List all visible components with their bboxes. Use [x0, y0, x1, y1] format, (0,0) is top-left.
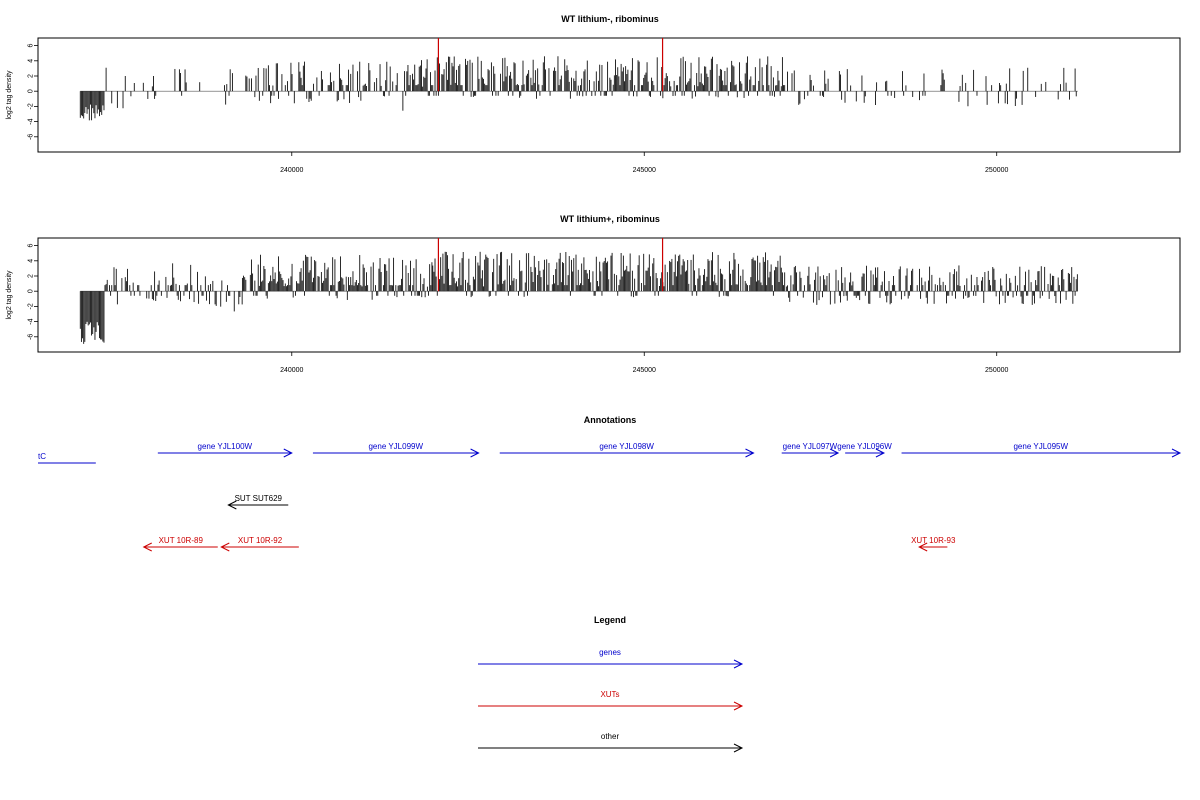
track-panel-lithium-plus: WT lithium+, ribominus -6 -4 -2 0 2 4 6 log2 tag…	[6, 214, 1181, 374]
x-tick-label: 245000	[633, 367, 656, 374]
feature-label: gene YJL095W	[1013, 442, 1068, 451]
legend-label: XUTs	[600, 690, 619, 699]
y-tick-label: 2	[28, 74, 35, 78]
x-tick-label: 245000	[633, 167, 656, 174]
x-tick-label: 250000	[985, 167, 1008, 174]
feature-label: gene YJL099W	[368, 442, 423, 451]
annotations-title: Annotations	[584, 415, 637, 425]
x-tick-label: 240000	[280, 367, 303, 374]
feature-label: gene YJL100W	[198, 442, 253, 451]
feature-label: gene YJL097W	[783, 442, 838, 451]
feature-arrowhead	[283, 448, 293, 458]
legend-label: other	[601, 732, 620, 741]
feature-arrowhead	[829, 448, 840, 458]
feature-arrowhead	[220, 542, 230, 552]
y-tick-label: 6	[28, 244, 35, 248]
plot-frame	[37, 37, 1181, 153]
plot-frame	[37, 237, 1181, 353]
y-tick-label: 0	[28, 289, 35, 293]
y-tick-label: -2	[28, 303, 35, 309]
panel-title: WT lithium-, ribominus	[561, 14, 659, 24]
feature-label: tC	[38, 452, 46, 461]
feature-arrowhead	[470, 448, 480, 458]
y-tick-label: 2	[28, 274, 35, 278]
y-tick-label: 0	[28, 89, 35, 93]
legend: Legend genes XUTs other	[478, 615, 744, 753]
legend-title: Legend	[594, 615, 626, 625]
x-tick-label: 240000	[280, 167, 303, 174]
feature-arrowhead	[1171, 448, 1182, 458]
legend-arrowhead	[733, 659, 744, 669]
panel-title: WT lithium+, ribominus	[560, 214, 660, 224]
feature-label: gene YJL098W	[599, 442, 654, 451]
feature-arrowhead	[875, 448, 886, 458]
feature-label: SUT SUT629	[235, 494, 283, 503]
feature-label: XUT 10R-93	[911, 536, 956, 545]
y-tick-label: 4	[28, 59, 35, 63]
legend-label: genes	[599, 648, 621, 657]
feature-arrowhead	[918, 542, 928, 552]
legend-arrowhead	[733, 743, 744, 753]
y-tick-label: -4	[28, 118, 35, 124]
annotation-track: Annotations tC gene YJL100W gene YJL099W ge…	[38, 415, 1182, 552]
feature-label: gene YJL096W	[837, 442, 892, 451]
y-axis-label: log2 tag density	[6, 270, 13, 320]
y-tick-label: -2	[28, 103, 35, 109]
feature-label: XUT 10R-92	[238, 536, 283, 545]
y-tick-label: 4	[28, 259, 35, 263]
y-tick-label: -4	[28, 318, 35, 324]
feature-label: XUT 10R-89	[159, 536, 204, 545]
track-panel-lithium-minus: WT lithium-, ribominus -6 -4 -2 0 2 4 6 log2 tag…	[6, 14, 1181, 174]
feature-arrowhead	[745, 448, 755, 458]
y-axis-label: log2 tag density	[6, 70, 13, 120]
legend-arrowhead	[733, 701, 744, 711]
feature-arrowhead	[227, 500, 237, 510]
y-tick-label: 6	[28, 44, 35, 48]
y-tick-label: -6	[28, 134, 35, 140]
feature-arrowhead	[142, 542, 152, 552]
x-tick-label: 250000	[985, 367, 1008, 374]
y-tick-label: -6	[28, 334, 35, 340]
